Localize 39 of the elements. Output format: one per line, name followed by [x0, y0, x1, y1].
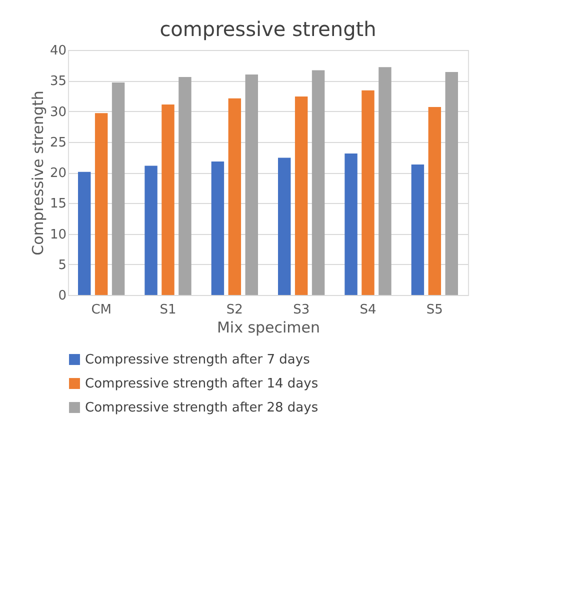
bar: [312, 70, 325, 295]
bar: [162, 104, 174, 295]
y-tick-label: 20: [50, 166, 66, 181]
chart-title: compressive strength: [160, 17, 376, 41]
y-tick-label: 5: [58, 258, 66, 273]
x-tick-label: S2: [226, 302, 243, 318]
y-tick-label: 25: [50, 135, 66, 150]
bar: [428, 106, 442, 295]
bar: [112, 82, 125, 295]
legend-label: Compressive strength after 7 days: [85, 352, 310, 368]
bar: [378, 67, 392, 295]
y-tick-label: 0: [58, 288, 66, 304]
bar: [211, 161, 224, 295]
x-tick-label: S3: [293, 302, 310, 318]
bar: [411, 164, 424, 295]
bar: [144, 166, 158, 295]
bar: [78, 172, 91, 295]
y-tick-label: 35: [50, 74, 66, 90]
y-tick-label: 40: [50, 44, 66, 58]
legend-label: Compressive strength after 14 days: [85, 376, 318, 392]
bar: [245, 74, 258, 295]
x-tick-label: S5: [426, 302, 443, 318]
y-tick-label: 30: [50, 104, 66, 120]
bar: [344, 154, 358, 295]
legend-label: Compressive strength after 28 days: [85, 400, 318, 416]
bar: [294, 96, 308, 295]
bar: [228, 98, 242, 295]
bar: [178, 76, 192, 295]
bar: [94, 113, 108, 295]
y-axis-title: Compressive strength: [28, 90, 47, 256]
x-tick-label: S1: [160, 302, 176, 318]
x-tick-label: S4: [360, 302, 376, 318]
bar: [278, 158, 291, 295]
bar: [445, 72, 458, 295]
x-tick-label: CM: [91, 302, 112, 318]
y-tick-label: 15: [50, 196, 66, 212]
y-tick-label: 10: [50, 227, 66, 242]
bar: [362, 90, 374, 295]
x-axis-title: Mix specimen: [216, 318, 320, 336]
